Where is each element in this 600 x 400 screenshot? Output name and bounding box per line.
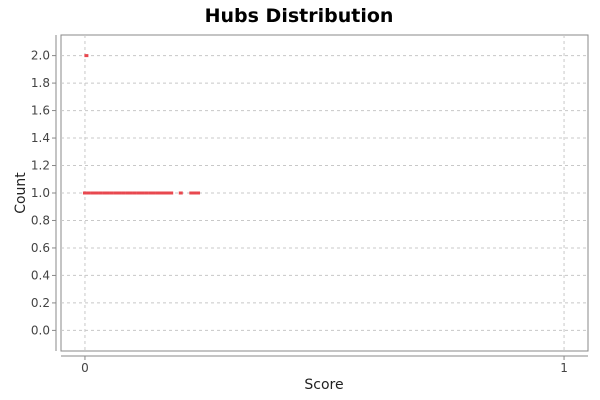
data-point — [140, 191, 145, 195]
data-point — [158, 191, 163, 195]
data-point — [164, 191, 169, 195]
data-point — [136, 191, 141, 195]
y-tick-label: 0.2 — [31, 296, 50, 310]
data-point — [84, 54, 89, 58]
data-point — [113, 191, 118, 195]
y-tick-label: 1.2 — [31, 159, 50, 173]
data-point — [117, 191, 122, 195]
data-point — [192, 191, 197, 195]
data-point — [148, 191, 153, 195]
data-point — [121, 191, 126, 195]
y-axis-ticks: 0.0 0.2 0.4 0.6 0.8 1.0 1.2 1.4 1.6 1.8 2.0 — [31, 49, 56, 337]
y-axis-label: Count — [13, 172, 29, 214]
y-tick-label: 0.8 — [31, 213, 50, 227]
y-tick-label: 1.6 — [31, 104, 50, 118]
data-point — [90, 191, 95, 195]
x-tick-label: 0 — [81, 361, 89, 375]
chart-title: Hubs Distribution — [205, 5, 394, 27]
data-point — [144, 191, 149, 195]
data-point — [155, 191, 160, 195]
data-point — [86, 191, 91, 195]
data-point — [128, 191, 133, 195]
y-tick-label: 2.0 — [31, 49, 50, 63]
y-tick-label: 1.0 — [31, 186, 50, 200]
y-tick-label: 0.0 — [31, 323, 50, 337]
data-point — [151, 191, 156, 195]
gridlines — [61, 35, 588, 351]
y-tick-label: 0.6 — [31, 241, 50, 255]
data-point — [162, 191, 167, 195]
data-point — [105, 191, 110, 195]
data-point — [132, 191, 137, 195]
data-point — [102, 191, 107, 195]
data-point — [178, 191, 183, 195]
data-point — [189, 191, 194, 195]
data-point — [109, 191, 114, 195]
data-point — [125, 191, 130, 195]
x-axis-label: Score — [304, 377, 343, 393]
data-point — [169, 191, 174, 195]
y-tick-label: 1.4 — [31, 131, 50, 145]
data-point — [196, 191, 201, 195]
y-tick-label: 0.4 — [31, 268, 50, 282]
data-point — [82, 191, 87, 195]
x-tick-label: 1 — [560, 361, 568, 375]
data-point — [94, 191, 99, 195]
data-points — [82, 54, 201, 195]
y-tick-label: 1.8 — [31, 76, 50, 90]
data-point — [98, 191, 103, 195]
